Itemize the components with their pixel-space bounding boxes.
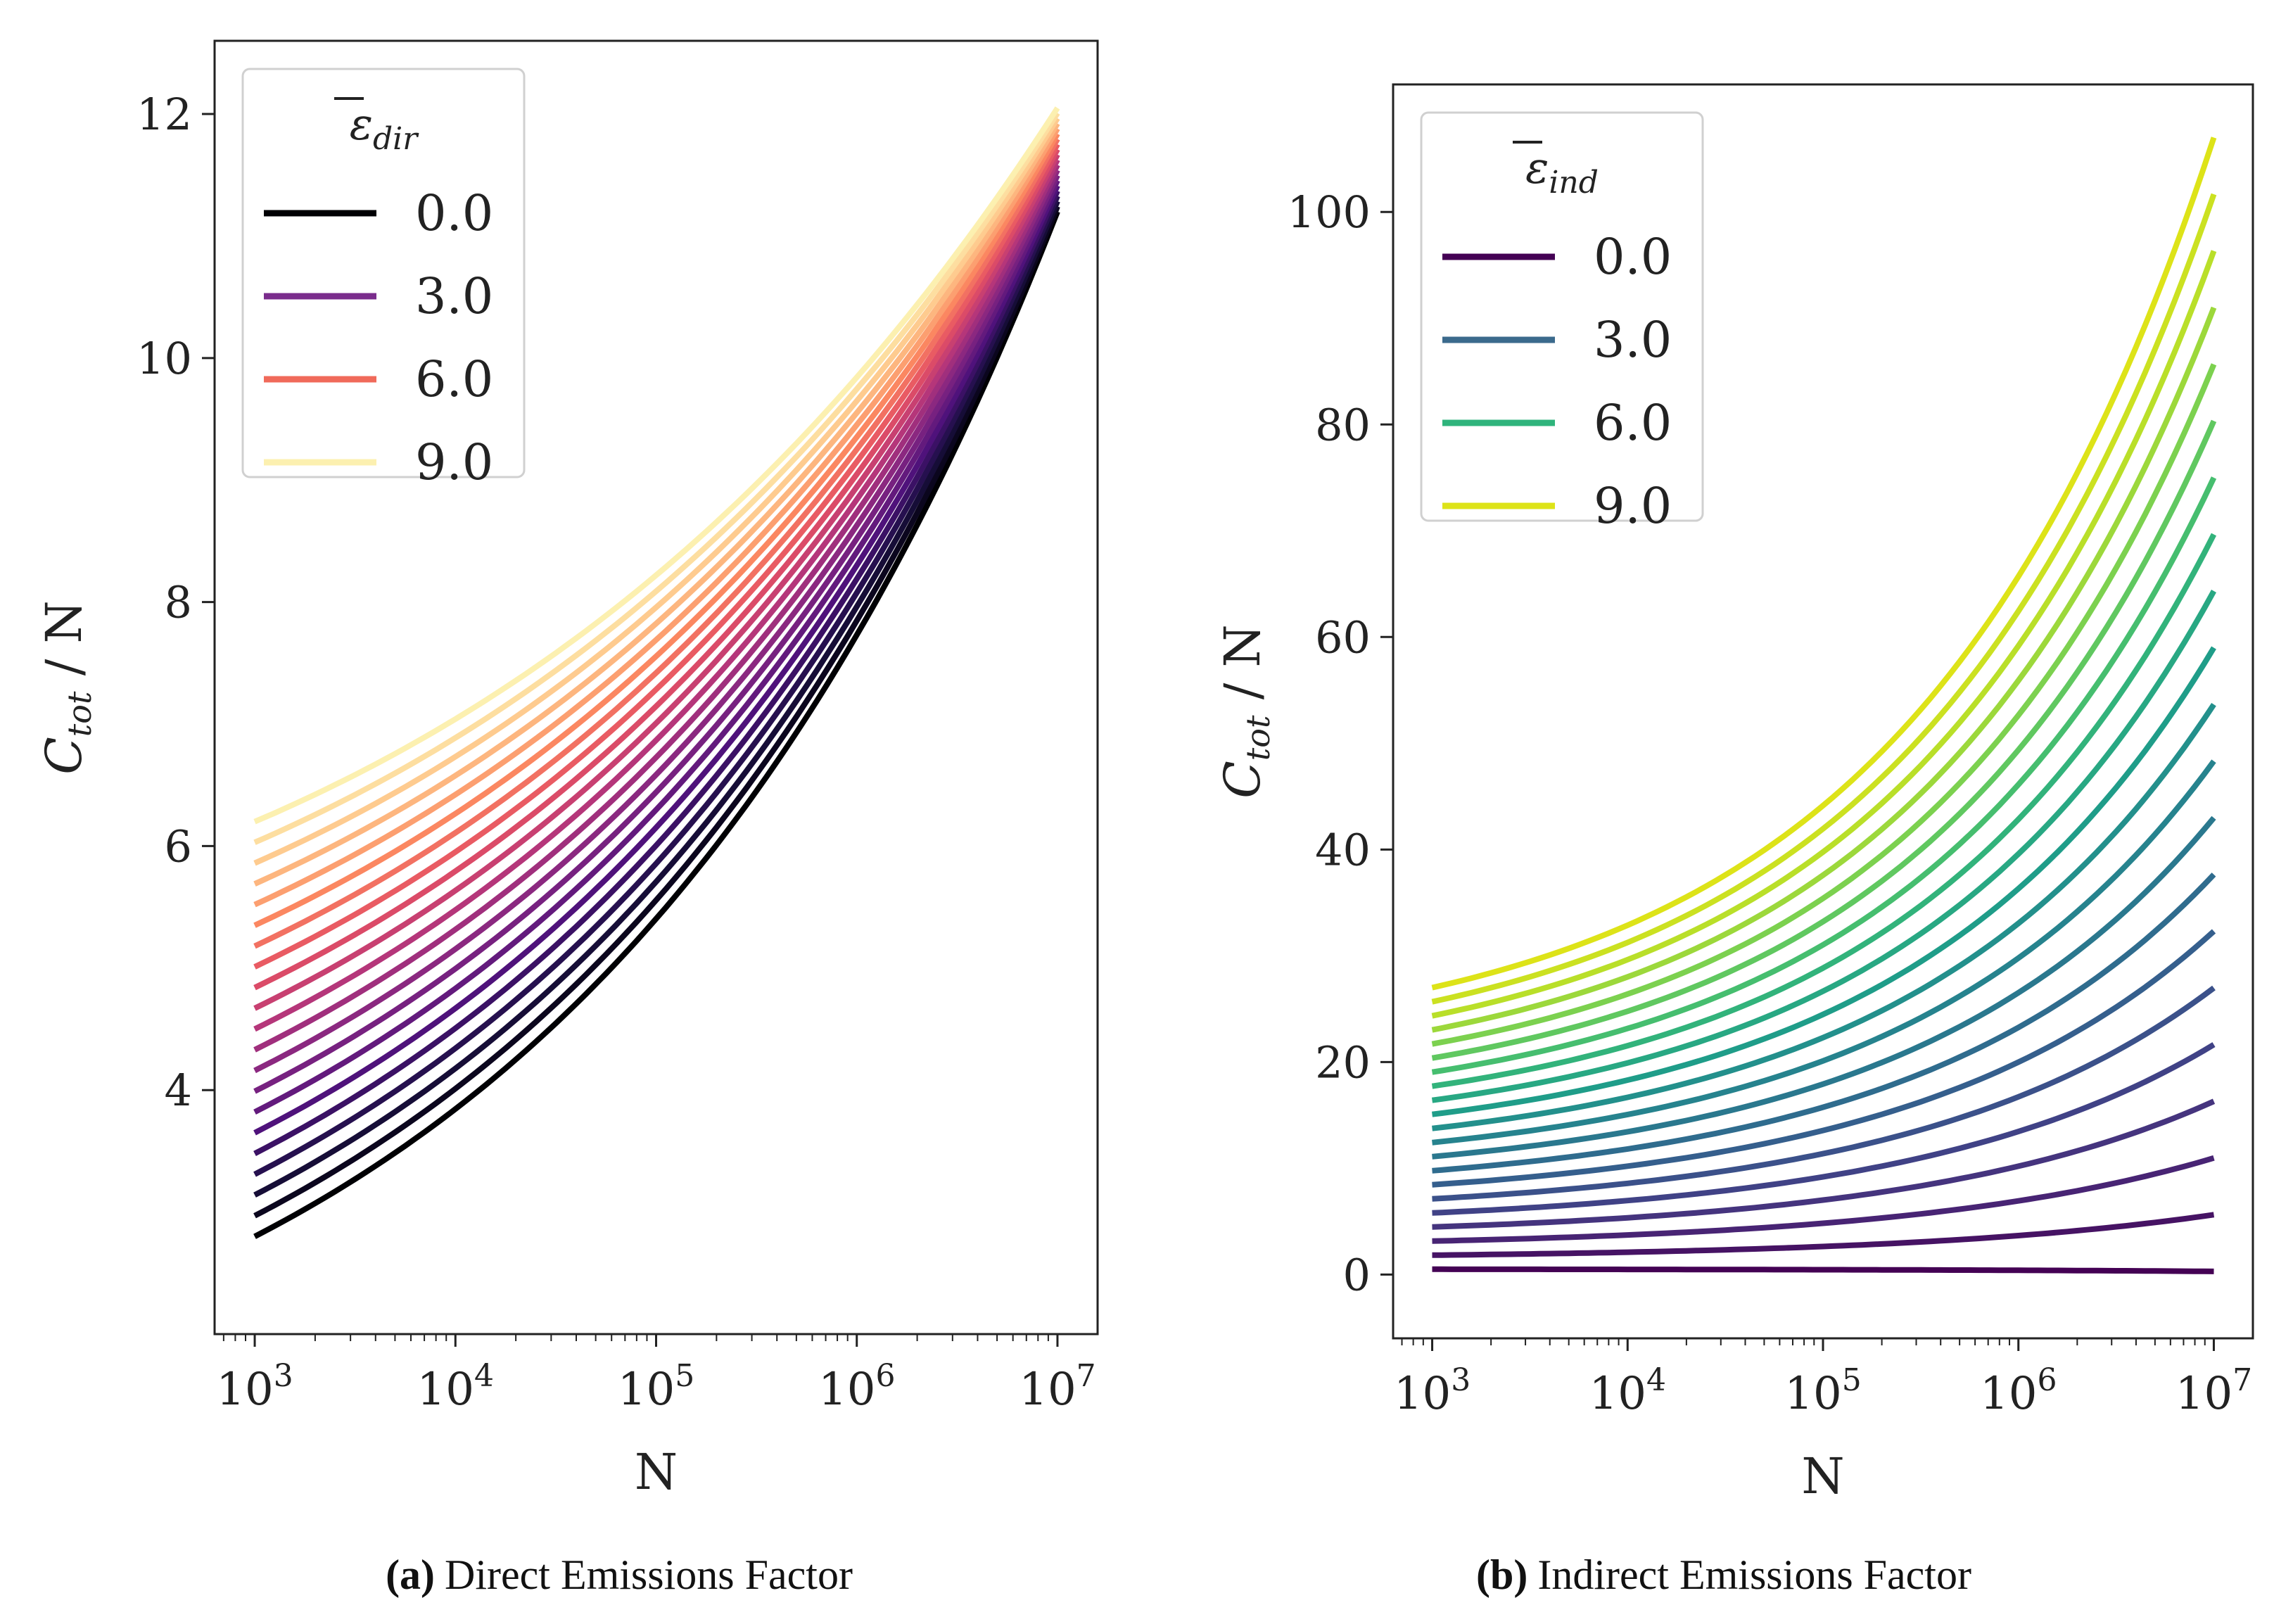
panel-b-curve-2 [1432, 1155, 2215, 1244]
panel-a-ytick-label-6: 6 [165, 820, 192, 872]
panel-b-curve-7 [1432, 873, 2216, 1174]
panel-b-curve-10 [1432, 702, 2216, 1131]
panel-b-ytick-label-0: 0 [1343, 1249, 1371, 1300]
panel-a-curve-5 [253, 184, 1060, 1136]
panel-a-curve-18 [253, 117, 1060, 866]
panel-a-curve-8 [253, 169, 1060, 1074]
panel-b-legend-title: εind [1525, 142, 1599, 201]
panel-b-legend-label-3: 9.0 [1594, 477, 1672, 535]
panel-b-ytick-label-20: 20 [1315, 1036, 1371, 1088]
panel-a-legend-label-2: 6.0 [415, 350, 493, 408]
panel-a-curve-13 [253, 143, 1060, 970]
panel-a-ytick-label-8: 8 [165, 577, 192, 628]
panel-a-xtick-label-6: 106 [818, 1358, 895, 1416]
panel-a-curve-19 [253, 111, 1060, 845]
panel-a-curve-9 [253, 163, 1060, 1053]
panel-b-ytick-label-80: 80 [1315, 399, 1371, 450]
panel-a-ytick-label-4: 4 [165, 1065, 192, 1116]
panel-a-curve-15 [253, 132, 1060, 928]
panel-a-xlabel: N [635, 1443, 678, 1501]
panel-b-curve-5 [1432, 985, 2216, 1202]
panel-a-legend-box [241, 68, 526, 478]
panel-b-curve-16 [1431, 363, 2217, 1047]
panel-a-curve-16 [253, 127, 1060, 908]
panel-a-ytick-label-10: 10 [136, 333, 192, 384]
panel-a-curve-7 [253, 174, 1060, 1094]
panel-b-curve-3 [1432, 1098, 2216, 1230]
panel-a-curve-11 [253, 153, 1060, 1011]
caption-b: (b) Indirect Emissions Factor [1476, 1552, 1971, 1598]
panel-b-curve-20 [1431, 137, 2217, 991]
panel-a-xtick-label-7: 107 [1019, 1358, 1095, 1416]
panel-b-legend-label-2: 6.0 [1594, 394, 1672, 452]
panel-b-xtick-label-7: 107 [2175, 1362, 2252, 1420]
panel-a-curves [253, 106, 1060, 1239]
panel-a-ylabel: Ctot / N [35, 600, 99, 775]
panel-a-curve-6 [253, 179, 1060, 1115]
panel-b-ytick-label-40: 40 [1315, 824, 1371, 875]
panel-a-xtick-label-4: 104 [417, 1358, 494, 1416]
panel-a-legend-label-0: 0.0 [415, 184, 493, 242]
panel-a-curve-12 [253, 148, 1060, 991]
panel-a-curve-10 [253, 158, 1060, 1032]
panel-b-legend: εind 0.0 3.0 6.0 9.0 [1420, 111, 1704, 535]
panel-b-curve-6 [1432, 929, 2216, 1188]
panel-b-legend-label-1: 3.0 [1594, 311, 1672, 369]
panel-a-xminor-ticks [222, 1334, 1049, 1341]
panel-a-xtick-label-3: 103 [216, 1358, 293, 1416]
panel-b-xtick-label-5: 105 [1784, 1362, 1861, 1420]
panel-b-curves [1431, 137, 2217, 1274]
panel-a-curve-20 [253, 106, 1060, 825]
panel-b-legend-box [1420, 111, 1704, 522]
panel-a-legend-label-3: 9.0 [415, 433, 493, 491]
panel-a-curve-2 [253, 200, 1060, 1198]
panel-b-legend-label-0: 0.0 [1594, 228, 1672, 286]
panel-b-curve-11 [1432, 646, 2216, 1117]
panel-b-xtick-label-4: 104 [1589, 1362, 1666, 1420]
panel-a-xtick-label-5: 105 [618, 1358, 694, 1416]
panel-b-curve-1 [1432, 1212, 2215, 1258]
panel-a-curve-4 [253, 189, 1060, 1156]
panel-b-chart: 0 20 40 60 80 100 103 104 105 106 107 N Ctot / N εind… [1214, 83, 2254, 1505]
panel-a-curve-17 [253, 122, 1060, 887]
panel-b-xtick-label-6: 106 [1980, 1362, 2057, 1420]
panel-b-curve-15 [1431, 419, 2217, 1061]
panel-b-ytick-label-100: 100 [1288, 186, 1371, 238]
panel-b-curve-12 [1431, 590, 2216, 1103]
panel-b-curve-0 [1432, 1266, 2214, 1274]
panel-b-curve-13 [1431, 533, 2217, 1089]
panel-b-curve-9 [1432, 759, 2216, 1146]
panel-a-legend-title: εdir [350, 99, 420, 157]
panel-b-curve-18 [1431, 250, 2217, 1019]
panel-b-xlabel: N [1801, 1447, 1844, 1505]
panel-b-curve-14 [1431, 476, 2217, 1075]
panel-b-xtick-label-3: 103 [1394, 1362, 1471, 1420]
panel-a-curve-14 [253, 137, 1060, 949]
panel-b-ytick-label-60: 60 [1315, 611, 1371, 663]
panel-a-curve-3 [253, 195, 1060, 1177]
caption-a: (a) Direct Emissions Factor [386, 1552, 853, 1598]
panel-b-curve-4 [1432, 1042, 2216, 1216]
panel-a-legend: εdir 0.0 3.0 6.0 9.0 [241, 68, 526, 491]
panel-a-ytick-label-12: 12 [136, 89, 192, 140]
panel-a-legend-label-1: 3.0 [415, 267, 493, 325]
panel-a-chart: 4 6 8 10 12 103 104 105 106 107 N Ctot / N εdir 0.0 3.… [35, 39, 1099, 1501]
panel-b-ylabel: Ctot / N [1214, 624, 1277, 799]
panel-b-curve-17 [1431, 306, 2217, 1033]
panel-b-xminor-ticks [1401, 1338, 2206, 1345]
panel-b-curve-8 [1432, 816, 2216, 1160]
panel-a-curve-1 [253, 205, 1060, 1219]
panel-a-curve-0 [253, 210, 1060, 1239]
panel-b-curve-19 [1431, 193, 2217, 1005]
